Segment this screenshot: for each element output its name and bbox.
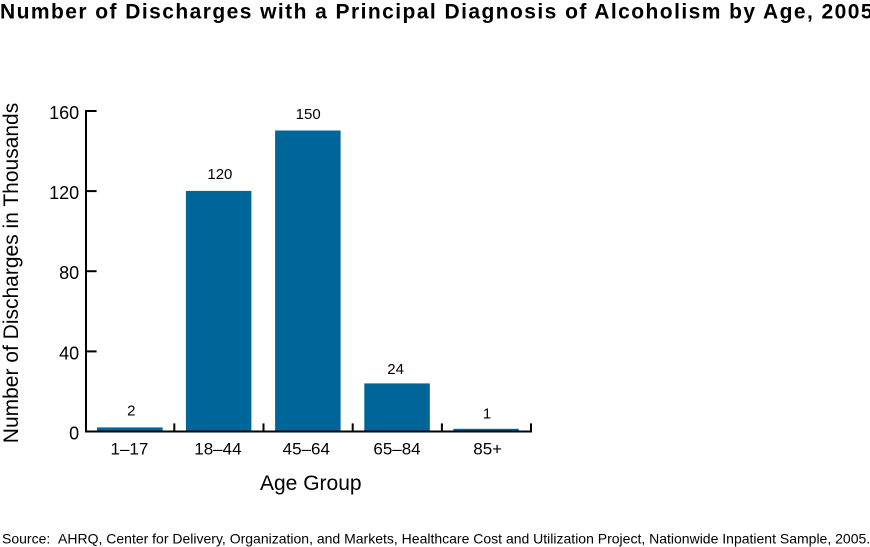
svg-text:Source: AHRQ, Center for Deli: Source: AHRQ, Center for Delivery, Organ…: [2, 531, 870, 547]
svg-text:Age Group: Age Group: [260, 472, 362, 495]
svg-text:2: 2: [127, 403, 135, 420]
svg-text:80: 80: [59, 263, 79, 283]
svg-text:18–44: 18–44: [194, 440, 241, 459]
svg-text:24: 24: [387, 361, 404, 378]
svg-text:85+: 85+: [473, 440, 502, 459]
svg-text:120: 120: [49, 183, 79, 203]
svg-text:1: 1: [483, 406, 491, 423]
svg-text:150: 150: [296, 106, 321, 123]
svg-text:0: 0: [69, 424, 79, 444]
svg-text:65–84: 65–84: [373, 440, 420, 459]
svg-text:Number of Discharges in Thousa: Number of Discharges in Thousands: [0, 103, 23, 443]
svg-text:45–64: 45–64: [283, 440, 330, 459]
svg-text:1–17: 1–17: [110, 440, 148, 459]
svg-text:Number of Discharges with a Pr: Number of Discharges with a Principal Di…: [0, 1, 870, 24]
svg-text:120: 120: [207, 166, 232, 183]
svg-text:160: 160: [49, 103, 79, 123]
svg-text:40: 40: [59, 343, 79, 363]
